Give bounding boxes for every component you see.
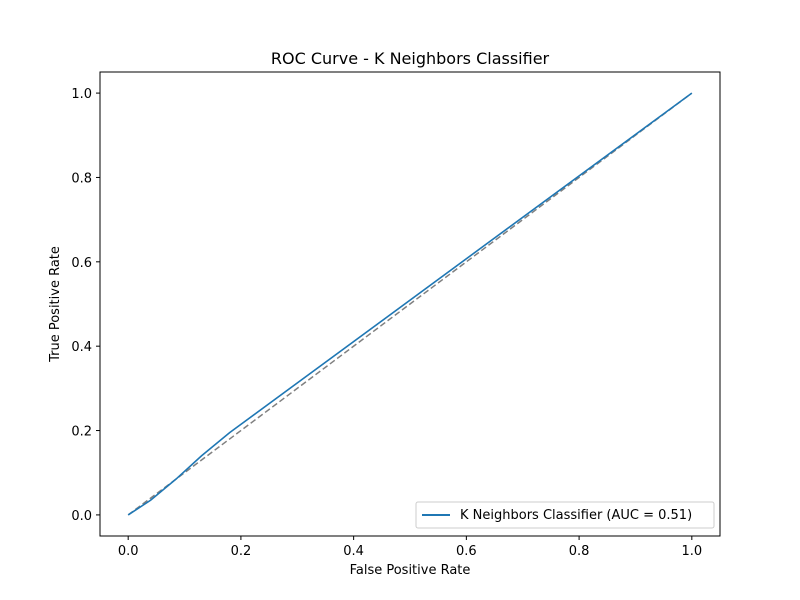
chance-diagonal-line bbox=[127, 92, 693, 516]
y-tick-label: 0.4 bbox=[71, 340, 92, 355]
roc-curve-line bbox=[127, 92, 693, 516]
x-tick-label: 0.2 bbox=[231, 544, 252, 559]
y-tick-label: 0.8 bbox=[71, 171, 92, 186]
axes-frame bbox=[99, 71, 721, 537]
x-tick-label: 0.4 bbox=[343, 544, 364, 559]
x-axis: 0.0 0.2 0.4 0.6 0.8 1.0 bbox=[118, 536, 702, 559]
y-axis: 0.0 0.2 0.4 0.6 0.8 1.0 bbox=[71, 87, 100, 524]
x-tick-label: 0.0 bbox=[118, 544, 139, 559]
y-axis-title: True Positive Rate bbox=[48, 246, 63, 363]
y-tick-label: 1.0 bbox=[71, 87, 92, 102]
x-tick-label: 1.0 bbox=[681, 544, 702, 559]
y-tick-label: 0.0 bbox=[71, 509, 92, 524]
legend-box bbox=[415, 501, 715, 529]
legend-label: K Neighbors Classifier (AUC = 0.51) bbox=[460, 508, 692, 523]
x-tick-label: 0.8 bbox=[569, 544, 590, 559]
chart-title: ROC Curve - K Neighbors Classifier bbox=[271, 49, 550, 68]
y-tick-label: 0.6 bbox=[71, 256, 92, 271]
plot-area bbox=[127, 92, 693, 516]
x-axis-title: False Positive Rate bbox=[350, 563, 471, 578]
legend: K Neighbors Classifier (AUC = 0.51) bbox=[415, 501, 715, 529]
x-tick-label: 0.6 bbox=[456, 544, 477, 559]
y-tick-label: 0.2 bbox=[71, 425, 92, 440]
